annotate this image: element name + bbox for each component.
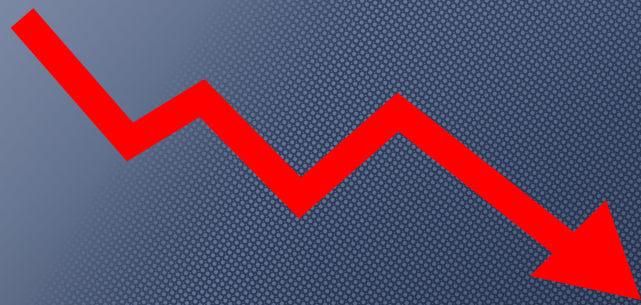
photo — [0, 0, 641, 305]
page — [0, 0, 641, 305]
fabric-texture — [0, 0, 641, 305]
